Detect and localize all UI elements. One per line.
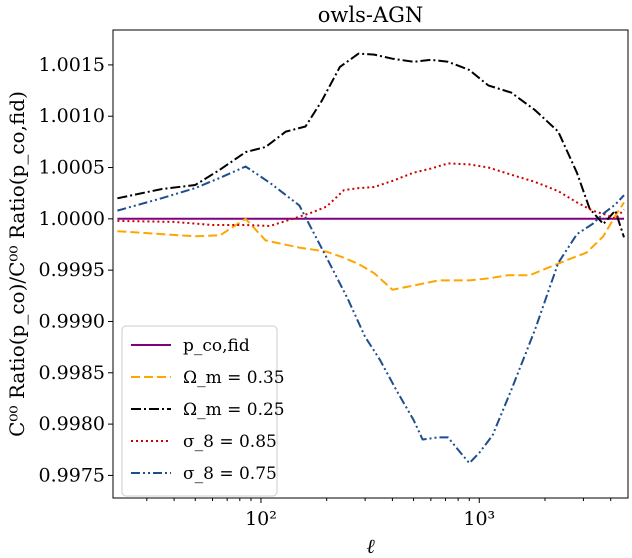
y-tick-label: 1.0000 xyxy=(39,208,105,230)
legend-label: σ_8 = 0.75 xyxy=(183,464,277,484)
legend-label: p_co,fid xyxy=(183,336,250,356)
y-tick-label: 0.9985 xyxy=(39,362,105,384)
y-tick-label: 1.0005 xyxy=(39,157,105,179)
series-line-2 xyxy=(117,201,625,291)
x-tick-label: 10³ xyxy=(463,508,495,530)
plot-frame xyxy=(112,29,629,499)
y-tick-label: 0.9975 xyxy=(39,464,105,486)
legend: p_co,fid Ω_m = 0.35 Ω_m = 0.25 σ_8 = 0.85 σ_… xyxy=(121,325,285,497)
legend-label: Ω_m = 0.25 xyxy=(183,400,285,420)
y-tick-label: 0.9980 xyxy=(39,413,105,435)
x-axis-label-group: ℓ xyxy=(366,534,375,558)
chart-title: owls-AGN xyxy=(318,3,424,27)
y-axis-label: C⁰⁰ Ratio(p_co)/C⁰⁰ Ratio(p_co,fid) xyxy=(5,91,29,437)
y-tick-label: 1.0010 xyxy=(39,105,105,127)
x-axis-label: ℓ xyxy=(366,534,375,558)
y-axis-label-group: C⁰⁰ Ratio(p_co)/C⁰⁰ Ratio(p_co,fid) xyxy=(5,91,29,437)
y-tick-label: 0.9990 xyxy=(39,310,105,332)
y-tick-label: 1.0015 xyxy=(39,54,105,76)
y-tick-label: 0.9995 xyxy=(39,259,105,281)
series-line-3 xyxy=(117,52,625,238)
y-axis: 0.9975 0.9980 0.9985 0.9990 0.9995 1.0000 1.00… xyxy=(39,54,113,486)
legend-box xyxy=(121,325,278,497)
x-tick-label: 10² xyxy=(245,508,277,530)
x-axis: 10² 10³ xyxy=(146,498,612,530)
legend-label: σ_8 = 0.85 xyxy=(183,432,277,452)
series-line-4 xyxy=(117,162,625,227)
series-layer xyxy=(117,52,625,465)
legend-label: Ω_m = 0.35 xyxy=(183,368,285,388)
series-line-5 xyxy=(117,165,625,465)
